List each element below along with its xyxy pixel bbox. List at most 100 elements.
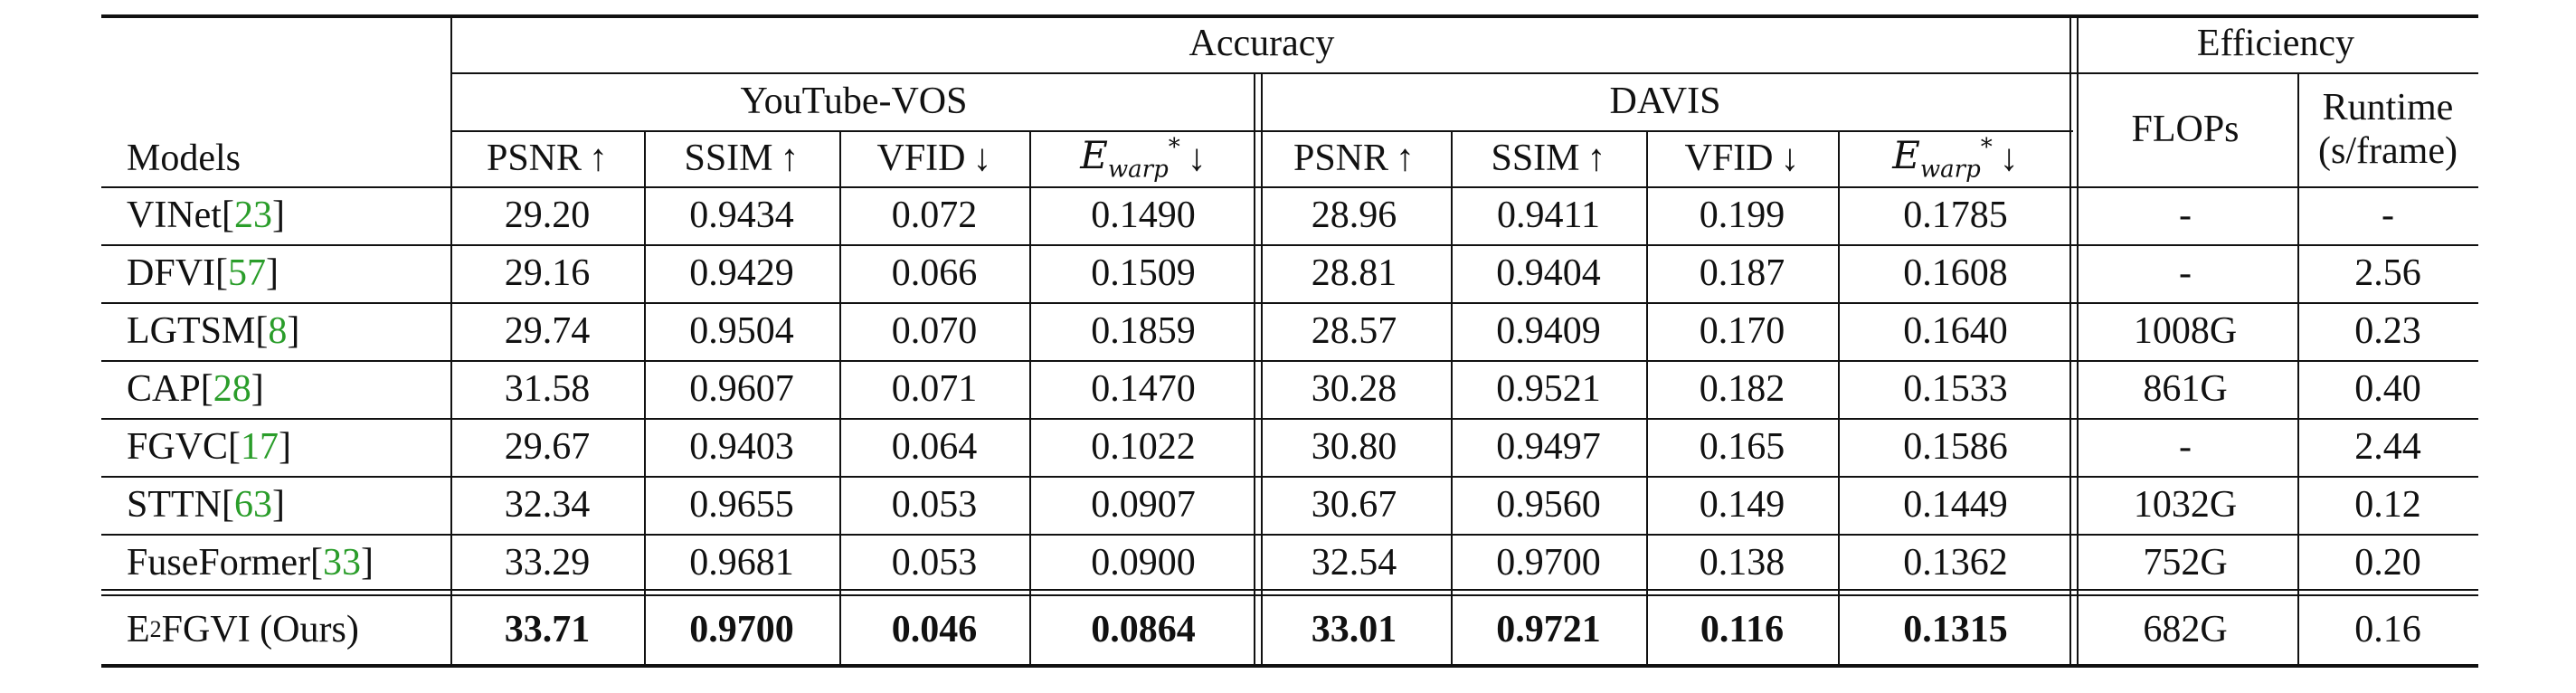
davis-value: 0.1640 xyxy=(1903,310,2008,352)
row-rule xyxy=(101,476,2478,478)
davis-psnr-header: PSNR ↑ xyxy=(1257,130,1451,186)
davis-value: 32.54 xyxy=(1311,542,1397,584)
yt-value: 0.9403 xyxy=(689,426,794,468)
yt-value: 0.9504 xyxy=(689,310,794,352)
ours-model-name: E 2 FGVI (Ours) xyxy=(101,595,450,664)
davis-value: 0.182 xyxy=(1699,368,1785,410)
column-divider xyxy=(1451,130,1453,664)
yt-value: 29.67 xyxy=(504,426,591,468)
davis-value: 0.9560 xyxy=(1496,484,1601,526)
yt-psnr-header: PSNR ↑ xyxy=(450,130,644,186)
ours-davis-value: 0.116 xyxy=(1700,609,1785,650)
davis-value: 0.9700 xyxy=(1496,542,1601,584)
up-arrow-icon: ↑ xyxy=(1396,138,1416,179)
ours-rule-lower xyxy=(101,594,2478,596)
ours-yt-value: 0.046 xyxy=(891,609,978,650)
down-arrow-icon: ↓ xyxy=(1187,138,1207,179)
up-arrow-icon: ↑ xyxy=(1586,138,1606,179)
ours-flops-value: 682G xyxy=(2143,609,2228,650)
top-rule xyxy=(101,14,2478,18)
ours-rule-upper xyxy=(101,589,2478,591)
davis-value: 0.9497 xyxy=(1496,426,1601,468)
row-rule xyxy=(101,186,2478,188)
flops-header: FLOPs xyxy=(2131,109,2240,150)
column-divider xyxy=(839,130,841,664)
yt-value: 33.29 xyxy=(504,542,591,584)
yt-value: 0.0900 xyxy=(1091,542,1196,584)
column-divider xyxy=(1646,130,1648,664)
yt-vfid-header: VFID ↓ xyxy=(839,130,1029,186)
vfid-label: VFID xyxy=(876,138,966,179)
flops-value: - xyxy=(2179,195,2192,236)
citation-link: 57 xyxy=(228,252,267,294)
citation-bracket: [ xyxy=(228,426,242,468)
davis-vfid-header: VFID ↓ xyxy=(1646,130,1838,186)
yt-value: 31.58 xyxy=(504,368,591,410)
davis-value: 0.9409 xyxy=(1496,310,1601,352)
yt-value: 0.072 xyxy=(891,195,978,236)
model-name-text: VINet xyxy=(127,195,222,236)
yt-value: 0.0907 xyxy=(1091,484,1196,526)
flops-value: 752G xyxy=(2143,542,2228,584)
ewarp-superscript: * xyxy=(1980,134,1993,162)
citation-bracket: [ xyxy=(215,252,229,294)
ours-yt-value: 33.71 xyxy=(504,609,591,650)
citation-bracket: [ xyxy=(221,195,234,236)
ours-yt-value: 0.9700 xyxy=(689,609,794,650)
vfid-label: VFID xyxy=(1684,138,1774,179)
column-divider xyxy=(1029,130,1031,664)
yt-value: 29.20 xyxy=(504,195,591,236)
davis-value: 0.1449 xyxy=(1903,484,2008,526)
yt-value: 0.1509 xyxy=(1091,252,1196,294)
model-name: DFVI [57] xyxy=(101,244,450,302)
citation-bracket: ] xyxy=(361,542,374,584)
model-name-text: DFVI xyxy=(127,252,216,294)
davis-value: 0.1586 xyxy=(1903,426,2008,468)
yt-value: 0.9655 xyxy=(689,484,794,526)
runtime-value: 0.23 xyxy=(2354,310,2421,352)
ewarp-subscript: warp xyxy=(1107,156,1169,184)
davis-value: 28.57 xyxy=(1311,310,1397,352)
down-arrow-icon: ↓ xyxy=(972,138,992,179)
yt-value: 0.9434 xyxy=(689,195,794,236)
davis-value: 0.138 xyxy=(1699,542,1785,584)
yt-value: 0.1859 xyxy=(1091,310,1196,352)
citation-link: 17 xyxy=(241,426,279,468)
davis-value: 0.170 xyxy=(1699,310,1785,352)
efficiency-underline xyxy=(2073,72,2478,74)
citation-bracket: ] xyxy=(272,484,285,526)
yt-value: 0.9429 xyxy=(689,252,794,294)
ours-davis-value: 0.9721 xyxy=(1496,609,1601,650)
flops-value: 861G xyxy=(2143,368,2228,410)
davis-value: 0.1785 xyxy=(1903,195,2008,236)
davis-value: 28.81 xyxy=(1311,252,1397,294)
davis-value: 28.96 xyxy=(1311,195,1397,236)
ours-model-superscript: 2 xyxy=(149,616,162,642)
yt-value: 0.066 xyxy=(891,252,978,294)
runtime-value: 0.40 xyxy=(2354,368,2421,410)
citation-bracket: ] xyxy=(279,426,292,468)
up-arrow-icon: ↑ xyxy=(589,138,609,179)
yt-ssim-header: SSIM ↑ xyxy=(644,130,839,186)
up-arrow-icon: ↑ xyxy=(780,138,800,179)
davis-value: 0.187 xyxy=(1699,252,1785,294)
flops-value: - xyxy=(2179,252,2192,294)
psnr-label: PSNR xyxy=(486,138,582,179)
citation-bracket: ] xyxy=(251,368,264,410)
double-divider-left xyxy=(1254,72,1255,664)
column-divider xyxy=(644,130,646,664)
davis-header: DAVIS xyxy=(1609,81,1721,122)
ours-davis-value: 0.1315 xyxy=(1903,609,2008,650)
runtime-value: 0.20 xyxy=(2354,542,2421,584)
citation-bracket: ] xyxy=(271,195,285,236)
efficiency-header: Efficiency xyxy=(2196,23,2355,64)
davis-ssim-header: SSIM ↑ xyxy=(1451,130,1646,186)
runtime-value: - xyxy=(2382,195,2394,236)
row-rule xyxy=(101,244,2478,246)
yt-value: 0.1470 xyxy=(1091,368,1196,410)
model-name: FuseFormer [33] xyxy=(101,534,450,592)
column-divider xyxy=(1838,130,1840,664)
double-divider-left xyxy=(2069,14,2071,664)
yt-value: 29.16 xyxy=(504,252,591,294)
citation-link: 23 xyxy=(233,195,272,236)
